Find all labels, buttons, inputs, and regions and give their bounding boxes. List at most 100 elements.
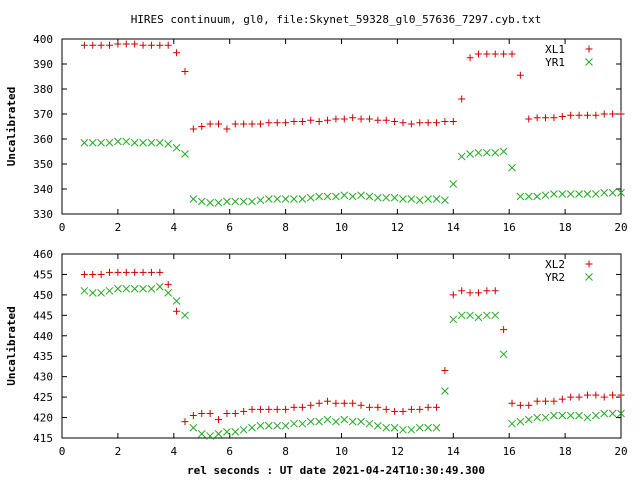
data-point: [524, 192, 533, 201]
data-point: [181, 311, 189, 320]
data-point: [592, 391, 600, 399]
data-point: [600, 110, 608, 118]
x-tick-label: 8: [282, 445, 289, 458]
y-tick-label: 420: [33, 412, 53, 425]
data-point: [122, 40, 130, 48]
data-point: [306, 193, 315, 202]
data-point: [172, 143, 181, 152]
data-point: [281, 195, 290, 203]
y-tick-label: 455: [33, 268, 53, 281]
data-point: [106, 41, 114, 49]
series-xl1: [80, 40, 625, 133]
data-point: [215, 416, 223, 424]
x-tick-label: 0: [59, 221, 66, 234]
data-point: [231, 428, 240, 436]
data-point: [432, 195, 441, 203]
data-point: [558, 113, 566, 120]
data-point: [122, 137, 131, 146]
data-point: [500, 326, 508, 334]
data-point: [164, 281, 172, 289]
data-point: [432, 423, 441, 432]
data-point: [533, 397, 541, 405]
y-axis-label: Uncalibrated: [5, 306, 18, 385]
data-point: [156, 268, 164, 276]
data-point: [189, 423, 198, 432]
data-point: [600, 393, 608, 401]
data-point: [457, 152, 466, 161]
data-point: [416, 119, 424, 127]
data-point: [525, 115, 533, 123]
data-point: [382, 405, 390, 413]
data-point: [290, 118, 298, 125]
data-point: [265, 119, 273, 127]
data-point: [491, 148, 500, 157]
series-yr2: [80, 282, 625, 440]
data-point: [114, 268, 122, 276]
y-tick-label: 460: [33, 248, 53, 261]
y-tick-label: 425: [33, 391, 53, 404]
data-point: [155, 282, 164, 291]
legend-marker: [585, 58, 593, 66]
data-point: [298, 403, 306, 411]
data-point: [189, 412, 197, 420]
data-point: [575, 111, 583, 119]
data-point: [415, 196, 424, 205]
data-point: [97, 288, 105, 297]
y-tick-label: 340: [33, 183, 53, 196]
data-point: [541, 413, 550, 422]
data-point: [399, 195, 407, 203]
x-tick-label: 12: [391, 221, 404, 234]
data-point: [391, 118, 399, 125]
data-point: [147, 138, 156, 147]
data-point: [164, 41, 172, 49]
data-point: [424, 423, 432, 432]
legend-label: XL2: [545, 258, 565, 271]
x-tick-label: 18: [558, 445, 571, 458]
data-point: [483, 50, 491, 58]
data-point: [248, 405, 256, 413]
data-point: [424, 195, 432, 203]
data-point: [550, 114, 558, 122]
data-point: [89, 270, 97, 278]
data-point: [516, 192, 525, 201]
data-point: [181, 418, 189, 426]
data-point: [164, 140, 173, 148]
data-point: [340, 191, 349, 200]
y-tick-label: 430: [33, 371, 53, 384]
data-point: [558, 395, 566, 403]
data-point: [197, 197, 206, 206]
x-axis-label: rel seconds : UT date 2021-04-24T10:30:4…: [187, 464, 485, 477]
data-point: [407, 195, 416, 203]
data-point: [349, 399, 357, 407]
chart-title: HIRES continuum, gl0, file:Skynet_59328_…: [131, 13, 542, 26]
data-point: [608, 188, 617, 197]
data-point: [466, 150, 474, 158]
data-point: [416, 405, 424, 413]
y-tick-label: 380: [33, 83, 53, 96]
data-point: [340, 115, 348, 123]
x-tick-label: 14: [447, 221, 461, 234]
data-point: [558, 190, 567, 198]
data-point: [449, 118, 457, 125]
y-tick-label: 435: [33, 350, 53, 363]
data-point: [324, 116, 332, 124]
data-point: [617, 110, 625, 118]
data-point: [206, 198, 214, 207]
data-point: [374, 116, 382, 124]
data-point: [315, 417, 323, 426]
data-point: [373, 421, 382, 430]
legend-marker: [585, 260, 593, 268]
data-point: [248, 423, 256, 432]
data-point: [206, 120, 214, 128]
data-point: [407, 120, 415, 128]
data-point: [273, 195, 282, 203]
data-point: [265, 405, 273, 413]
data-point: [600, 188, 609, 197]
data-point: [256, 421, 265, 430]
x-tick-label: 10: [335, 221, 348, 234]
x-tick-label: 8: [282, 221, 289, 234]
data-point: [591, 411, 600, 420]
x-tick-label: 16: [503, 221, 516, 234]
y-tick-label: 450: [33, 289, 53, 302]
legend-label: YR2: [545, 271, 565, 284]
